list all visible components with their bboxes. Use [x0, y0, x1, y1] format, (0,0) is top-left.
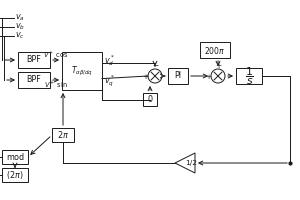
Text: $200\pi$: $200\pi$ — [204, 45, 226, 55]
FancyBboxPatch shape — [236, 68, 262, 84]
FancyBboxPatch shape — [18, 72, 50, 88]
Text: $\dfrac{1}{s}$: $\dfrac{1}{s}$ — [244, 65, 253, 87]
Text: PI: PI — [175, 72, 182, 80]
Text: BPF: BPF — [27, 55, 41, 64]
Text: $V^+$ cos: $V^+$ cos — [43, 50, 69, 60]
FancyBboxPatch shape — [52, 128, 74, 142]
Text: $(2\pi)$: $(2\pi)$ — [6, 169, 24, 181]
FancyBboxPatch shape — [2, 168, 28, 182]
Text: $v_q^*$: $v_q^*$ — [104, 74, 115, 89]
Text: $V^+$ sin: $V^+$ sin — [44, 80, 68, 90]
Text: $v_a$: $v_a$ — [15, 13, 25, 23]
Text: +: + — [206, 74, 212, 80]
Text: BPF: BPF — [27, 75, 41, 84]
FancyBboxPatch shape — [62, 52, 102, 90]
Text: +: + — [142, 74, 148, 80]
FancyBboxPatch shape — [200, 42, 230, 58]
FancyBboxPatch shape — [18, 52, 50, 68]
Text: 0: 0 — [148, 95, 152, 104]
Text: −: − — [152, 64, 158, 70]
FancyBboxPatch shape — [168, 68, 188, 84]
Text: $v_d^*$: $v_d^*$ — [104, 53, 115, 68]
Text: $v_c$: $v_c$ — [15, 31, 25, 41]
Text: mod: mod — [6, 152, 24, 162]
Text: $2\pi$: $2\pi$ — [57, 130, 69, 140]
FancyBboxPatch shape — [2, 150, 28, 164]
Text: $v_b$: $v_b$ — [15, 22, 25, 32]
Text: 1/2: 1/2 — [185, 160, 197, 166]
Text: $T_{\alpha\beta/dq}$: $T_{\alpha\beta/dq}$ — [71, 64, 93, 78]
Text: +: + — [215, 64, 221, 70]
FancyBboxPatch shape — [143, 93, 157, 106]
